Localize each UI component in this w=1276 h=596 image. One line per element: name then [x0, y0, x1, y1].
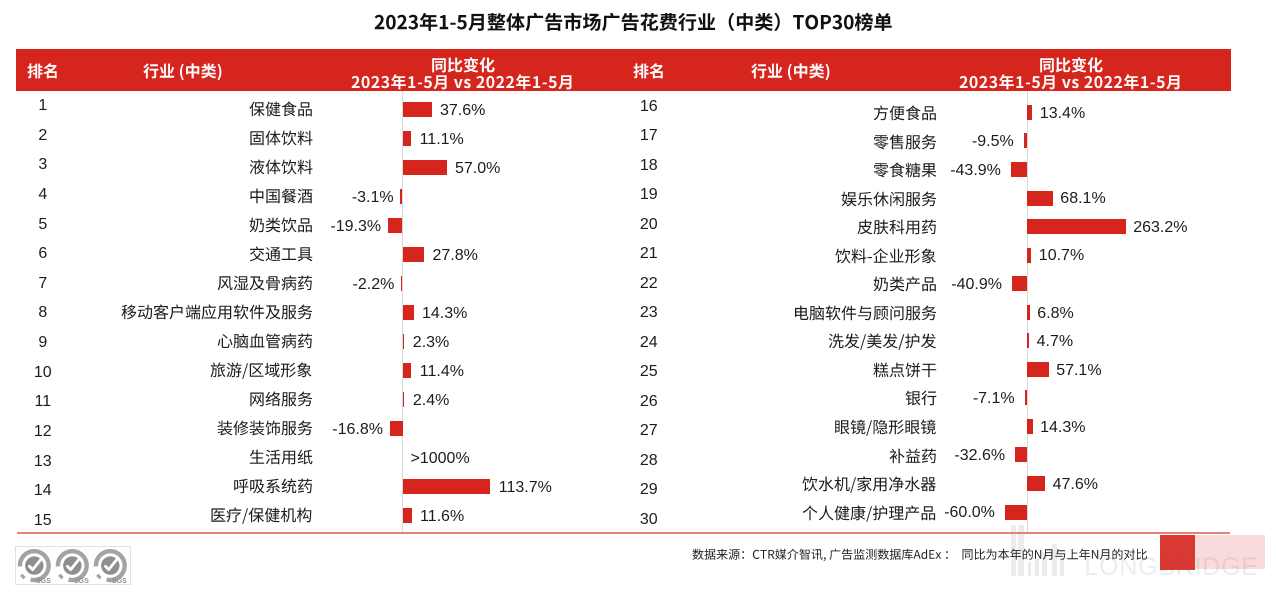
- svg-text:SGS: SGS: [74, 578, 89, 585]
- svg-text:SGS: SGS: [112, 578, 127, 585]
- svg-text:SGS: SGS: [36, 578, 51, 585]
